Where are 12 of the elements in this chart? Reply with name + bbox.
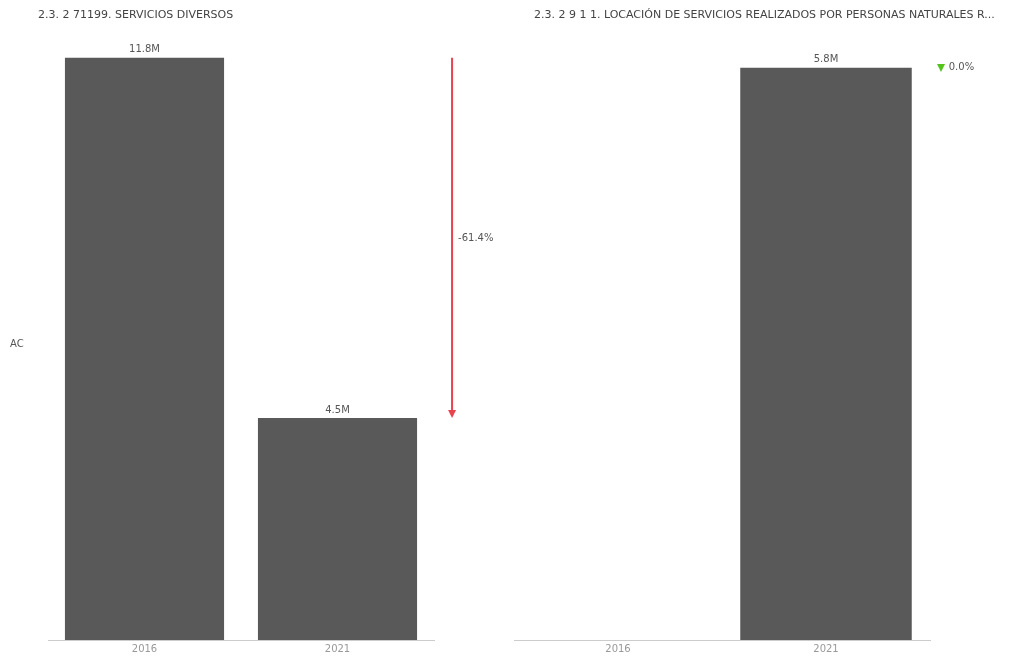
y-axis-title: AC (10, 337, 24, 349)
data-label: 5.8M (813, 53, 839, 65)
data-label: 4.5M (325, 403, 350, 415)
text: 0.0% (948, 61, 975, 73)
x-tick-label: 2016 (131, 642, 158, 654)
x-tick-label: 2021 (813, 642, 839, 654)
x-tick-label: 2021 (324, 642, 351, 654)
text: -61.4% (458, 231, 494, 243)
x-tick-label: 2016 (605, 642, 631, 654)
chart-title: 2.3. 2 9 1 1. LOCACIÓN DE SERVICIOS REALIZADOS POR PERSONAS NATURALES R... (533, 8, 996, 23)
chart-title: 2.3. 2 71199. SERVICIOS DIVERSOS (37, 8, 235, 23)
data-label: 11.8M (129, 43, 160, 55)
